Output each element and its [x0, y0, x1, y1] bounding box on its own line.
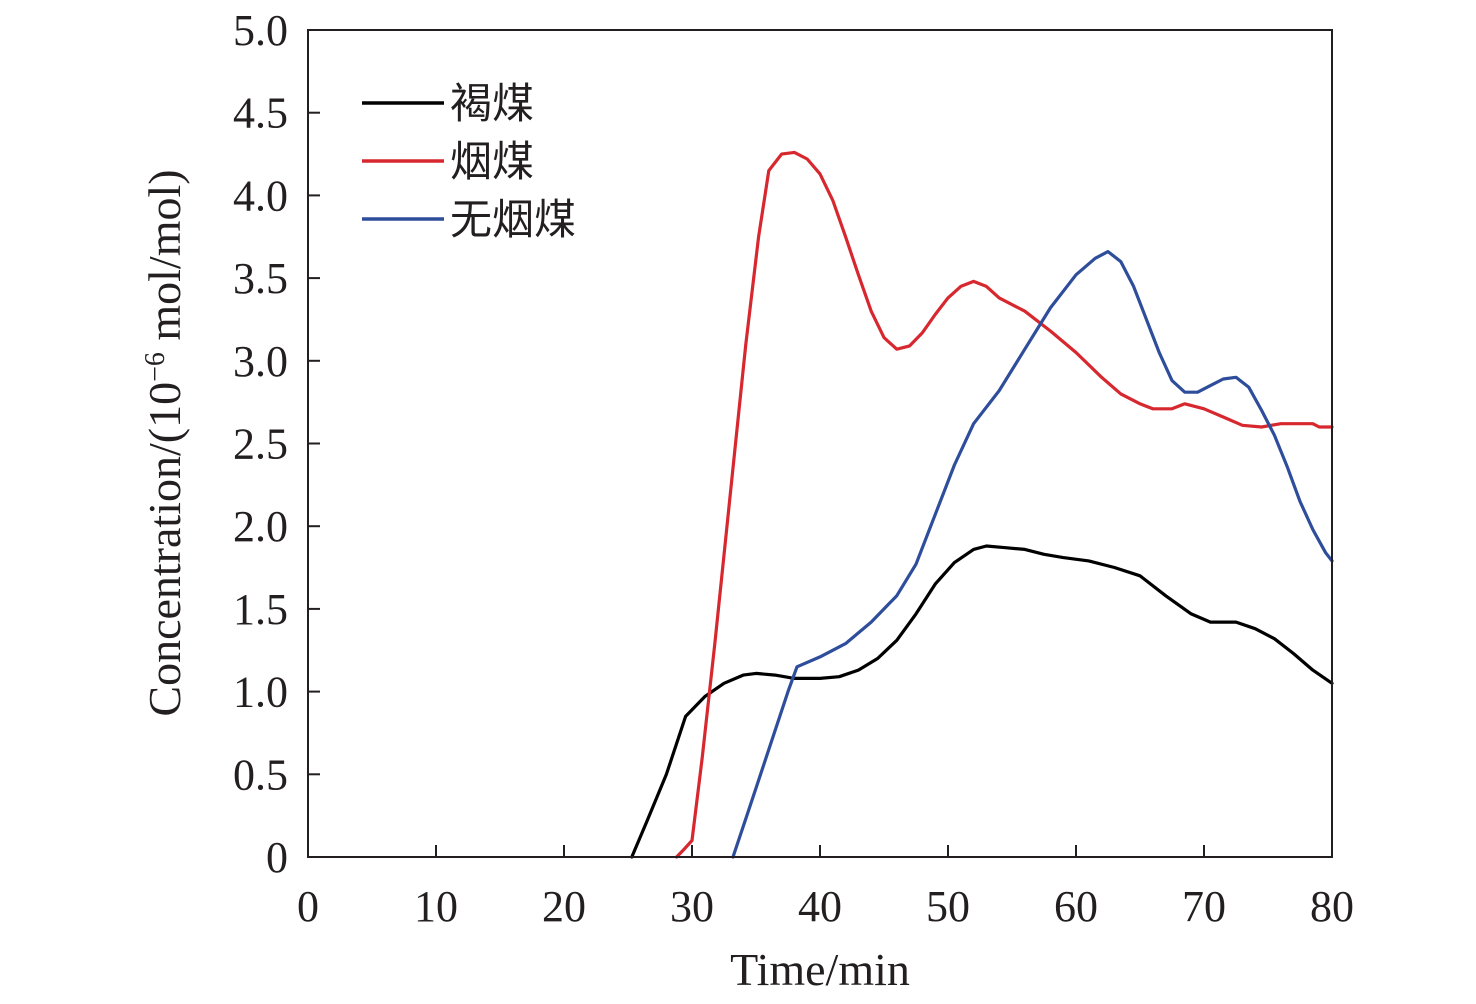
ticks-layer: 0 10 20 30 40 50 60 70 80 0 0.5 1.0 1.5 2.0 2.5 3.0 3.5 4…: [233, 6, 1354, 931]
y-tick-label: 3.5: [233, 254, 288, 303]
x-tick-label: 80: [1310, 882, 1354, 931]
y-tick-label: 4.5: [233, 89, 288, 138]
y-tick-label: 2.5: [233, 420, 288, 469]
x-axis-title: Time/min: [730, 944, 910, 995]
y-tick-label: 2.0: [233, 502, 288, 551]
x-tick-label: 60: [1054, 882, 1098, 931]
x-tick-label: 20: [542, 882, 586, 931]
y-tick-label: 0.5: [233, 750, 288, 799]
y-tick-label: 0: [266, 833, 288, 882]
y-axis-title: Concentration/(10−6 mol/mol): [139, 169, 190, 716]
x-tick-label: 0: [297, 882, 319, 931]
x-tick-label: 40: [798, 882, 842, 931]
y-axis-title-superscript: −6: [140, 352, 171, 382]
y-tick-label: 5.0: [233, 6, 288, 55]
series-layer: [630, 150, 1334, 859]
series-line-0: [630, 544, 1334, 859]
y-axis-title-unit: mol/mol): [139, 169, 190, 352]
y-axis-title-text: Concentration/(10: [139, 382, 190, 717]
series-line-1: [675, 150, 1334, 859]
x-tick-label: 50: [926, 882, 970, 931]
x-tick-label: 10: [414, 882, 458, 931]
x-tick-label: 70: [1182, 882, 1226, 931]
y-tick-label: 3.0: [233, 337, 288, 386]
y-tick-label: 1.5: [233, 585, 288, 634]
y-tick-label: 4.0: [233, 171, 288, 220]
legend-label-2: 无烟煤: [450, 195, 576, 244]
x-tick-label: 30: [670, 882, 714, 931]
legend-label-0: 褐煤: [450, 79, 534, 128]
series-line-2: [731, 250, 1334, 859]
legend-label-1: 烟煤: [450, 137, 534, 186]
y-tick-label: 1.0: [233, 668, 288, 717]
